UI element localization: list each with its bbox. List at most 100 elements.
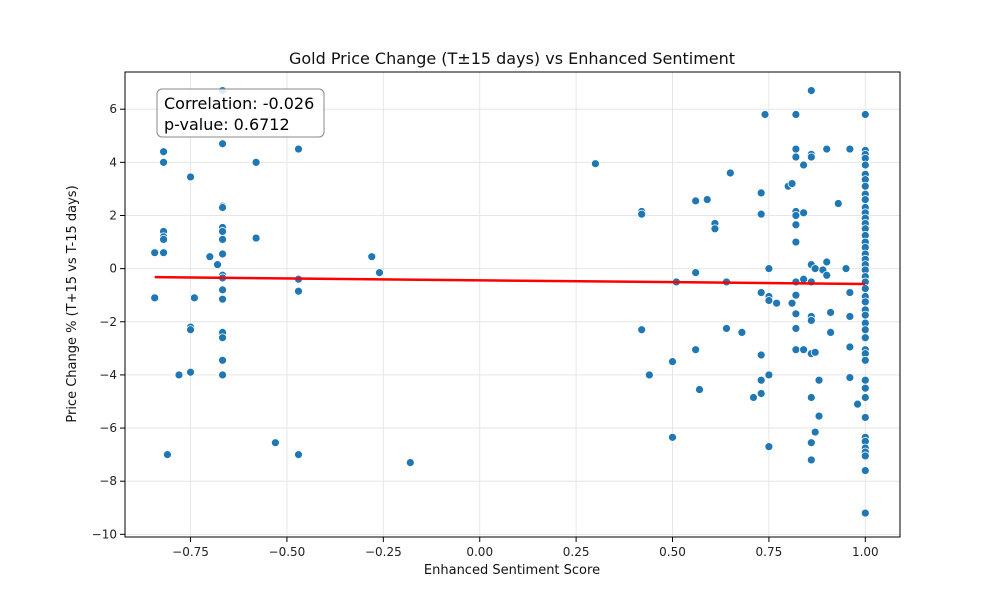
data-point xyxy=(218,249,227,259)
data-point xyxy=(756,389,766,398)
data-point xyxy=(845,288,855,297)
data-point xyxy=(810,427,820,437)
data-point xyxy=(367,252,377,262)
x-tick-label: 0.75 xyxy=(756,545,783,559)
data-point xyxy=(644,370,654,380)
data-point xyxy=(725,168,735,178)
data-point xyxy=(791,324,801,333)
points-layer xyxy=(150,86,870,518)
x-tick-label: 0.25 xyxy=(563,545,590,559)
data-point xyxy=(833,199,843,208)
x-tick-label: 1.00 xyxy=(852,545,879,559)
data-point xyxy=(756,209,766,219)
data-point xyxy=(853,399,862,409)
data-point xyxy=(218,285,227,295)
data-point xyxy=(159,147,168,157)
data-point xyxy=(860,284,870,293)
data-point xyxy=(860,466,870,475)
data-point xyxy=(764,370,774,380)
y-axis-label: Price Change % (T+15 vs T-15 days) xyxy=(65,185,80,422)
data-point xyxy=(826,327,835,337)
stats-annotation: Correlation: -0.026 p-value: 0.6712 xyxy=(156,88,325,138)
grid xyxy=(125,72,900,537)
data-point xyxy=(190,293,199,303)
data-point xyxy=(845,342,855,352)
data-point xyxy=(218,370,227,380)
data-point xyxy=(845,373,855,382)
y-tick-label: 6 xyxy=(109,102,117,116)
data-point xyxy=(174,370,184,380)
data-point xyxy=(791,152,801,162)
data-point xyxy=(799,274,809,284)
regression-line xyxy=(154,275,866,286)
data-point xyxy=(860,393,870,402)
data-point xyxy=(860,451,870,461)
data-point xyxy=(860,297,870,307)
data-point xyxy=(218,227,227,236)
x-axis: −0.75 −0.50 −0.25 0.00 0.25 0.50 0.75 1.00 xyxy=(172,537,879,559)
data-point xyxy=(637,325,647,335)
data-point xyxy=(668,357,677,367)
data-point xyxy=(860,355,870,365)
data-point xyxy=(799,160,809,170)
data-point xyxy=(860,195,870,204)
data-point xyxy=(756,350,766,360)
data-point xyxy=(756,188,766,198)
data-point xyxy=(860,181,870,191)
data-point xyxy=(251,233,261,243)
data-point xyxy=(205,252,215,262)
data-point xyxy=(845,144,855,154)
data-point xyxy=(799,345,809,355)
data-point xyxy=(251,157,261,167)
data-point xyxy=(150,293,160,303)
y-tick-label: −8 xyxy=(99,474,117,488)
correlation-text: Correlation: -0.026 xyxy=(164,94,314,113)
data-point xyxy=(822,257,832,267)
data-point xyxy=(791,290,801,300)
data-point xyxy=(806,316,816,325)
data-point xyxy=(764,296,774,305)
data-point xyxy=(691,345,701,355)
data-point xyxy=(791,110,801,119)
y-tick-label: 4 xyxy=(109,155,117,169)
data-point xyxy=(810,264,820,274)
data-point xyxy=(860,413,870,422)
data-point xyxy=(860,110,870,119)
data-point xyxy=(787,298,797,308)
data-point xyxy=(756,288,766,297)
y-tick-label: −2 xyxy=(99,315,117,329)
data-point xyxy=(218,355,227,365)
data-point xyxy=(814,411,824,421)
data-point xyxy=(860,310,870,320)
data-point xyxy=(405,458,415,468)
data-point xyxy=(218,333,227,343)
data-point xyxy=(806,393,816,402)
data-point xyxy=(294,450,303,460)
data-point xyxy=(186,172,195,182)
data-point xyxy=(213,260,222,270)
data-point xyxy=(294,144,303,154)
data-point xyxy=(806,438,816,448)
x-tick-label: −0.50 xyxy=(269,545,306,559)
data-point xyxy=(791,309,801,319)
data-point xyxy=(710,224,720,234)
data-point xyxy=(791,237,801,247)
plot-area-frame xyxy=(124,71,901,538)
data-point xyxy=(737,327,747,337)
y-tick-label: 2 xyxy=(109,208,117,222)
data-point xyxy=(860,160,870,170)
data-point xyxy=(760,110,770,119)
data-point xyxy=(270,438,280,448)
data-point xyxy=(691,196,701,206)
data-point xyxy=(806,86,816,95)
data-point xyxy=(218,294,227,304)
regression-layer xyxy=(154,275,866,286)
x-axis-label: Enhanced Sentiment Score xyxy=(424,563,600,578)
pvalue-text: p-value: 0.6712 xyxy=(164,115,290,134)
data-point xyxy=(668,432,677,442)
data-point xyxy=(806,152,816,162)
x-tick-label: 0.00 xyxy=(466,545,493,559)
data-point xyxy=(860,375,870,385)
data-point xyxy=(810,347,820,357)
data-point xyxy=(186,325,195,335)
